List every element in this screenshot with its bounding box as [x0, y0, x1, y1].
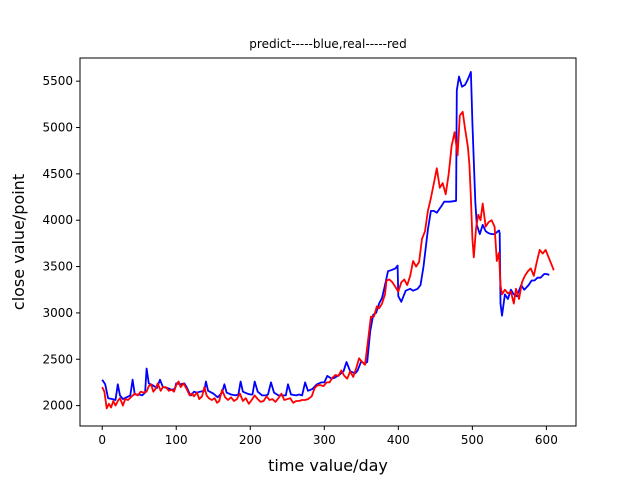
x-tick-label: 200 [239, 433, 262, 447]
chart-title: predict-----blue,real-----red [249, 37, 406, 51]
series-layer [101, 71, 555, 410]
y-tick-label: 3500 [42, 260, 73, 274]
y-tick-label: 2000 [42, 399, 73, 413]
x-axis-title: time value/day [268, 456, 388, 475]
series-line-1 [101, 110, 555, 410]
y-axis: 2000 2500 3000 3500 4000 4500 5000 5500 [42, 74, 80, 413]
y-tick-label: 5000 [42, 121, 73, 135]
x-tick-label: 300 [313, 433, 336, 447]
x-tick-label: 100 [165, 433, 188, 447]
x-axis: 0 100 200 300 400 500 600 [98, 426, 558, 447]
y-tick-label: 3000 [42, 306, 73, 320]
y-tick-label: 5500 [42, 74, 73, 88]
y-tick-label: 2500 [42, 352, 73, 366]
y-tick-label: 4000 [42, 213, 73, 227]
plot-area [80, 58, 576, 426]
x-tick-label: 600 [535, 433, 558, 447]
x-tick-label: 0 [98, 433, 106, 447]
y-axis-title: close value/point [9, 174, 28, 310]
plot-frame [79, 57, 577, 427]
x-tick-label: 400 [387, 433, 410, 447]
y-tick-label: 4500 [42, 167, 73, 181]
x-tick-label: 500 [461, 433, 484, 447]
